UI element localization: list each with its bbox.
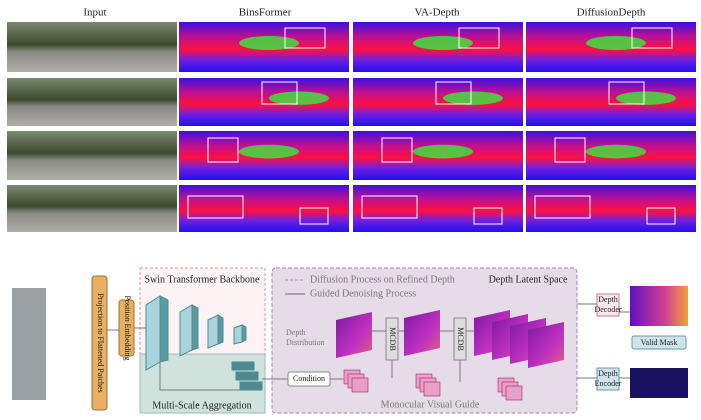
decoder-label: Depth [598, 295, 618, 304]
highlight-box [187, 195, 244, 219]
encoder-label: Encoder [595, 379, 622, 388]
column-header: Input [83, 7, 106, 19]
highlight-box [473, 207, 503, 225]
backbone-label: Swin Transformer Backbone [145, 274, 261, 285]
depth-distribution-label: Depth [286, 328, 306, 337]
highlight-box [284, 27, 326, 49]
input-patches [12, 282, 80, 402]
highlight-box [435, 81, 472, 105]
valid-mask-box [631, 335, 687, 350]
guide-stacks [343, 369, 523, 401]
projection-box [91, 275, 108, 411]
near-region [413, 36, 473, 50]
column-header: BinsFormer [239, 7, 292, 19]
pipeline-diagram: Projection to Flattened Patches Position… [12, 267, 688, 414]
legend-diffusion: Diffusion Process on Refined Depth [310, 274, 455, 285]
valid-mask-label: Valid Mask [641, 338, 678, 347]
decoder-label: Decoder [594, 305, 621, 314]
highlight-box [534, 195, 591, 219]
mcdb-label: MCDB [388, 327, 397, 351]
backbone-blocks [145, 295, 263, 391]
highlight-box [299, 207, 329, 225]
highlight-box [554, 137, 586, 163]
position-embedding-label: Position Embedding [123, 295, 132, 360]
column-header: VA-Depth [414, 7, 460, 19]
mcdb-label: MCDB [456, 327, 465, 351]
near-region [586, 36, 646, 50]
highlight-box [458, 27, 500, 49]
latent-maps [336, 310, 564, 368]
input-image [7, 131, 177, 180]
highlight-box [207, 137, 239, 163]
projection-label: Projection to Flattened Patches [96, 293, 105, 392]
highlight-box [261, 81, 298, 105]
comparison-grid: Input BinsFormer VA-Depth DiffusionDepth [7, 7, 696, 232]
highlight-box [361, 195, 418, 219]
legend-denoise: Guided Denoising Process [310, 288, 416, 299]
column-header: DiffusionDepth [577, 7, 646, 19]
visual-guide-label: Monocular Visual Guide [381, 399, 480, 410]
near-region [269, 91, 329, 105]
highlight-box [608, 81, 645, 105]
depth-distribution-label: Distribution [286, 338, 325, 347]
input-image [7, 78, 177, 126]
decoder-box [596, 293, 620, 317]
near-region [586, 144, 646, 159]
sparse-depth [630, 368, 688, 398]
condition-label: Condition [293, 374, 325, 383]
near-region [616, 91, 676, 105]
input-image [7, 185, 177, 232]
aggregation-label: Multi-Scale Aggregation [152, 400, 251, 411]
near-region [413, 144, 473, 159]
encoder-box [596, 367, 620, 391]
highlight-box [646, 207, 676, 225]
latent-space-label: Depth Latent Space [489, 274, 568, 285]
highlight-box [631, 27, 673, 49]
near-region [239, 144, 299, 159]
near-region [443, 91, 503, 105]
input-image [7, 22, 177, 72]
decoded-depth [630, 286, 688, 326]
encoder-label: Depth [598, 369, 618, 378]
highlight-box [381, 137, 413, 163]
near-region [239, 36, 299, 50]
arrows [107, 303, 630, 391]
